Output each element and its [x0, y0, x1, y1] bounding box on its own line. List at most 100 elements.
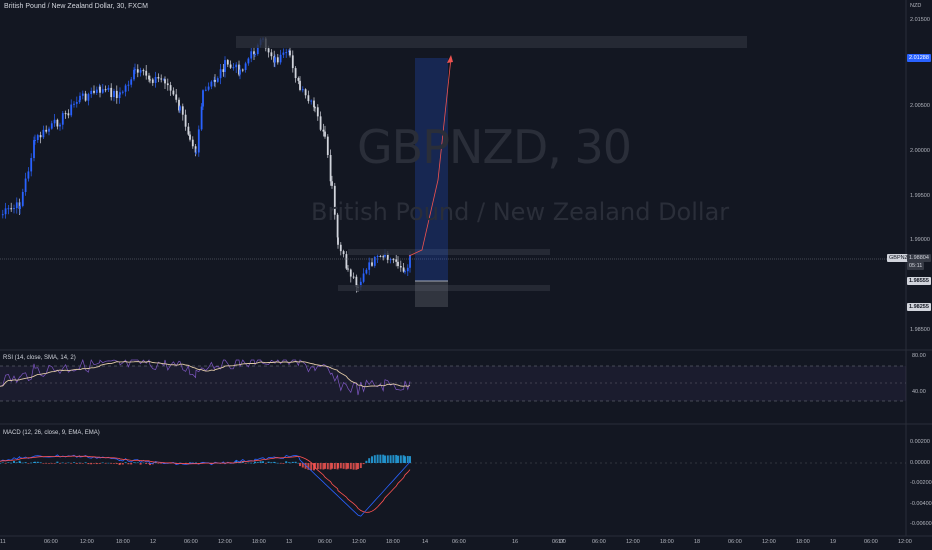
macd-histogram-bar [13, 460, 15, 463]
projection-arrowhead [447, 55, 453, 63]
candle-body [179, 106, 181, 111]
candle-body [226, 60, 229, 65]
macd-histogram-bar [1, 462, 4, 464]
candle-body [127, 84, 130, 86]
candle-body [13, 208, 15, 210]
candle-body [349, 269, 352, 277]
macd-histogram-bar [110, 463, 113, 464]
candle-body [402, 267, 405, 272]
candle-body [202, 90, 204, 107]
candle-body [107, 87, 110, 90]
support-zone [338, 285, 550, 291]
candle-body [118, 94, 121, 99]
macd-histogram-bar [301, 463, 304, 468]
candle-body [175, 94, 178, 100]
time-tick: 17 [558, 539, 565, 545]
candle-body [270, 52, 273, 57]
price-tick: 2.00000 [910, 148, 930, 154]
macd-histogram-bar [326, 463, 329, 470]
macd-histogram-bar [349, 463, 352, 470]
rsi-label[interactable]: RSI (14, close, SMA, 14, 2) [3, 355, 76, 361]
macd-histogram-bar [115, 463, 118, 464]
candle-body [27, 171, 30, 179]
candle-body [371, 262, 373, 266]
macd-histogram-bar [145, 463, 148, 464]
candle-body [239, 69, 241, 75]
macd-tick: -0.00200 [910, 480, 932, 486]
candle-body [163, 79, 165, 81]
macd-histogram-bar [79, 463, 81, 464]
macd-histogram-bar [24, 462, 27, 463]
candle-body [339, 244, 342, 252]
macd-histogram-bar [267, 461, 270, 463]
candle-body [194, 146, 197, 153]
candle-body [382, 256, 385, 258]
rsi-tick: 40.00 [912, 389, 926, 395]
macd-histogram-bar [294, 461, 297, 463]
macd-histogram-bar [254, 461, 256, 463]
candle-body [200, 106, 203, 130]
macd-histogram-bar [262, 461, 264, 463]
candle-body [184, 114, 187, 127]
candle-body [404, 271, 406, 273]
macd-histogram-bar [345, 463, 348, 470]
time-tick: 13 [286, 539, 293, 545]
candle-body [359, 281, 362, 288]
rsi-tick: 80.00 [912, 353, 926, 359]
candle-body [187, 126, 190, 135]
macd-histogram-bar [124, 462, 127, 463]
stop-price-tag: 1.98555 [907, 277, 931, 285]
macd-histogram-bar [61, 462, 64, 464]
macd-histogram-bar [304, 463, 307, 469]
macd-histogram-bar [21, 462, 24, 464]
time-tick: 06:00 [184, 539, 198, 545]
macd-histogram-bar [279, 463, 282, 464]
candle-body [61, 113, 64, 125]
macd-tick: 0.00000 [910, 460, 930, 466]
macd-label[interactable]: MACD (12, 26, close, 9, EMA, EMA) [3, 430, 100, 436]
candle-body [134, 69, 136, 71]
candle-body [148, 75, 150, 80]
macd-histogram-bar [404, 456, 406, 463]
macd-histogram-bar [107, 462, 110, 464]
candle-body [84, 93, 87, 101]
macd-histogram-bar [48, 463, 50, 464]
time-tick: 12:00 [762, 539, 776, 545]
macd-histogram-bar [59, 463, 61, 464]
macd-histogram-bar [379, 454, 382, 463]
macd-histogram-bar [264, 463, 267, 464]
macd-histogram-bar [352, 463, 355, 470]
macd-histogram-bar [187, 463, 190, 464]
candle-body [119, 92, 121, 95]
candle-body [326, 136, 329, 156]
macd-histogram-bar [7, 462, 10, 463]
candle-body [389, 259, 392, 261]
macd-histogram-bar [297, 462, 300, 464]
macd-histogram-bar [357, 463, 359, 470]
macd-histogram-bar [362, 463, 365, 465]
macd-histogram-bar [36, 461, 39, 463]
candle-body [19, 205, 21, 209]
candle-body [1, 214, 4, 216]
candle-body [399, 266, 402, 268]
time-tick: 06:00 [864, 539, 878, 545]
candle-body [142, 70, 145, 72]
time-tick: 18 [694, 539, 701, 545]
candle-body [34, 139, 36, 141]
countdown-tag: 05:11 [907, 262, 925, 270]
candle-body [285, 52, 288, 54]
candle-body [45, 129, 48, 132]
time-tick: 12:00 [352, 539, 366, 545]
candle-body [90, 90, 93, 95]
time-tick: 06:00 [452, 539, 466, 545]
macd-histogram-bar [397, 455, 399, 463]
time-axis[interactable]: 11 06:00 12:00 18:00 12 06:00 12:00 18:00 13 06:0… [0, 537, 932, 549]
candle-body [42, 129, 45, 138]
macd-histogram-bar [333, 463, 336, 470]
candle-body [18, 202, 21, 209]
time-tick: 18:00 [796, 539, 810, 545]
candle-body [365, 269, 368, 274]
price-tick: 2.00500 [910, 103, 930, 109]
macd-histogram-bar [130, 463, 133, 465]
